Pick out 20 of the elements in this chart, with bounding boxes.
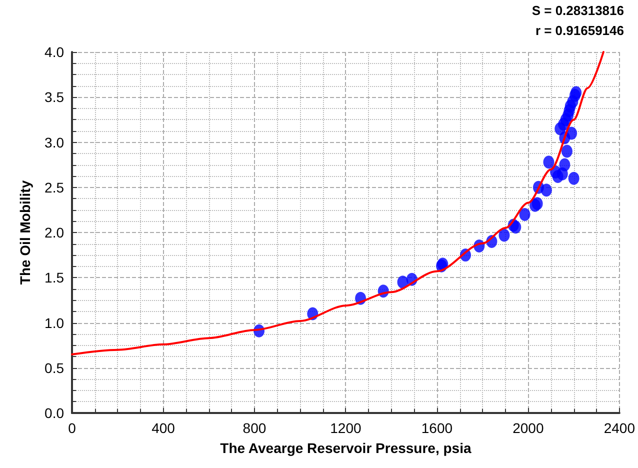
y-tick-label: 0.5 (44, 360, 64, 376)
x-tick-label: 400 (152, 420, 176, 436)
text: r = 0.91659146 (535, 23, 624, 38)
x-tick-label: 1200 (330, 420, 362, 436)
text: S = 0.28313816 (532, 3, 624, 18)
x-tick-label: 1600 (421, 420, 453, 436)
y-tick-label: 2.0 (44, 224, 64, 240)
y-tick-label: 4.0 (44, 44, 64, 60)
y-tick-label: 2.5 (44, 179, 64, 196)
x-tick-label: 2400 (604, 420, 636, 436)
x-tick-label: 2000 (512, 420, 544, 436)
y-tick-label: 1.5 (44, 270, 64, 286)
x-axis-title: The Avearge Reservoir Pressure, psia (220, 440, 472, 456)
y-axis-title: The Oil Mobility (17, 180, 33, 285)
y-tick-label: 3.5 (44, 89, 64, 106)
y-tick-label: 0.0 (44, 405, 64, 421)
y-tick-label: 3.0 (44, 134, 64, 150)
x-tick-label: 0 (68, 420, 76, 436)
y-tick-label: 1.0 (44, 314, 64, 331)
x-tick-label: 800 (242, 420, 266, 436)
